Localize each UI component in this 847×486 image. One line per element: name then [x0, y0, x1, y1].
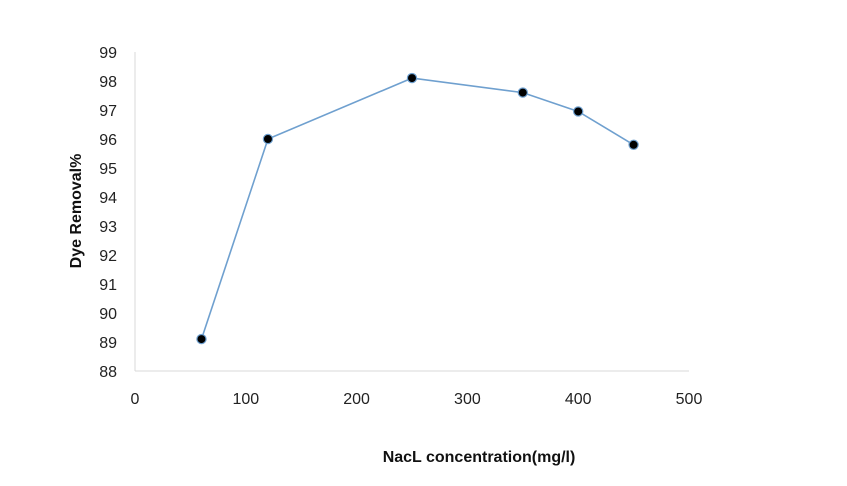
y-tick-label: 97 [99, 103, 117, 120]
y-tick-label: 95 [99, 161, 117, 178]
x-tick-label: 300 [454, 391, 481, 408]
y-tick-label: 99 [99, 45, 117, 62]
x-tick-label: 100 [232, 391, 259, 408]
data-point [406, 72, 418, 84]
tick-labels: 88 89 90 91 92 93 94 95 96 97 98 99 0 100 200 300 400 500 [99, 45, 702, 408]
y-tick-label: 98 [99, 74, 117, 91]
y-tick-label: 94 [99, 190, 117, 207]
y-tick-label: 90 [99, 306, 117, 323]
x-tick-label: 0 [131, 391, 140, 408]
y-tick-label: 91 [99, 277, 117, 294]
x-tick-label: 500 [676, 391, 703, 408]
axes [134, 52, 689, 372]
y-tick-label: 92 [99, 248, 117, 265]
x-axis-title: NacL concentration(mg/l) [383, 449, 576, 466]
series-0 [196, 72, 639, 345]
series-line [200, 77, 635, 340]
y-tick-label: 96 [99, 132, 117, 149]
data-point [628, 139, 639, 150]
data-point [573, 106, 584, 117]
x-tick-label: 200 [343, 391, 370, 408]
y-tick-label: 93 [99, 219, 117, 236]
data-point [517, 87, 529, 98]
data-point [196, 333, 207, 345]
x-tick-label: 400 [565, 391, 592, 408]
data-series [196, 72, 639, 345]
y-tick-label: 88 [99, 364, 117, 381]
y-axis-title: Dye Removal% [68, 154, 85, 269]
data-point [262, 133, 274, 145]
y-tick-label: 89 [99, 335, 117, 352]
